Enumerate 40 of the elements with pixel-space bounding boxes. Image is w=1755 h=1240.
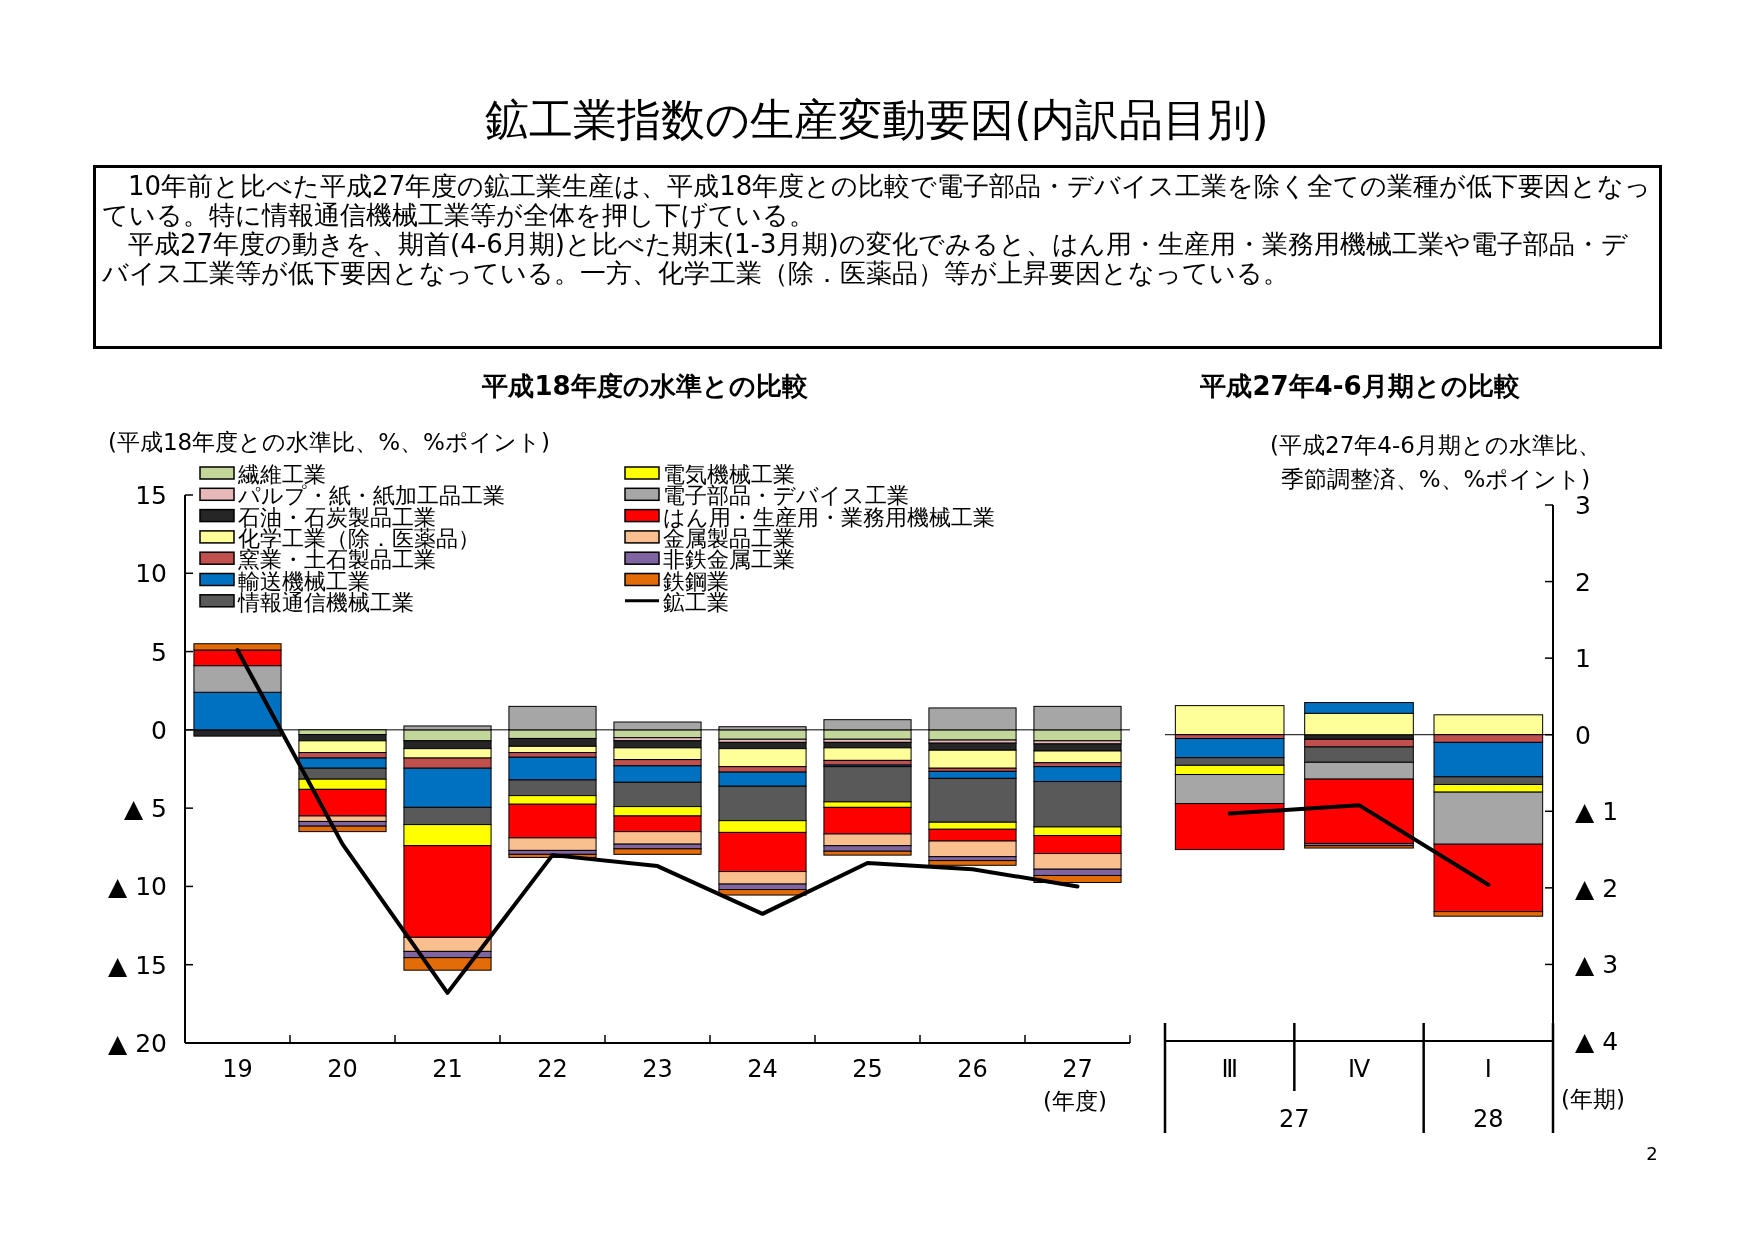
x-tick-label: 25 [852, 1055, 883, 1083]
x-tick-label: Ⅲ [1221, 1055, 1238, 1083]
text: 28 [1473, 1105, 1504, 1133]
y-tick-label: 0 [151, 715, 167, 745]
x-tick-label: 26 [957, 1055, 988, 1083]
y-tick-label: ▲ 20 [108, 1029, 167, 1058]
y2-tick-label: ▲ 2 [1575, 873, 1619, 903]
x-tick-label: 22 [537, 1055, 568, 1083]
x-axis-title: (年度) [1043, 1088, 1107, 1114]
text: 27 [1279, 1105, 1310, 1133]
y-axis-title: (平成18年度との水準比、%、%ポイント) [108, 429, 550, 455]
y2-tick-label: 0 [1575, 720, 1591, 750]
x-tick-label: 24 [747, 1055, 778, 1083]
x-tick-label: Ⅳ [1347, 1055, 1371, 1083]
y2-tick-label: 2 [1575, 567, 1591, 597]
y-tick-label: ▲ 15 [108, 950, 167, 980]
x-tick-label: Ⅰ [1484, 1055, 1492, 1083]
x-tick-label: 20 [327, 1055, 358, 1083]
y-tick-label: 15 [135, 481, 167, 510]
chart-title: 鉱工業指数の生産変動要因(内訳品目別) [485, 94, 1269, 145]
y-tick-label: ▲ 10 [108, 872, 167, 902]
y-tick-label: ▲ 5 [123, 794, 167, 824]
y2-tick-label: 3 [1575, 491, 1591, 520]
x-tick-label: 21 [432, 1055, 463, 1083]
chart-title: 平成27年4-6月期との比較 [1199, 371, 1521, 401]
y-tick-label: 5 [151, 637, 167, 667]
y2-tick-label: ▲ 3 [1575, 950, 1619, 980]
y2-axis-title: (平成27年4-6月期との水準比、季節調整済、%、%ポイント) [1269, 431, 1602, 494]
y2-tick-label: ▲ 1 [1575, 797, 1619, 827]
x-tick-label: 27 [1062, 1055, 1093, 1083]
text: 2 [1646, 1143, 1658, 1164]
text: 平成27年度の動きを、期首(4-6月期)と比べた期末(1-3月期)の変化でみると、はん用・生産用・業務用機械工業や電子部品・デバイス工業等が低下要因となっている。一方、化学工業（除．医薬品）等が上昇要因となっている。 [102, 229, 1629, 288]
y2-tick-label: ▲ 4 [1575, 1027, 1619, 1056]
y-tick-label: 10 [135, 559, 167, 589]
x-tick-label: 23 [642, 1055, 673, 1083]
x-tick-label: 19 [222, 1055, 253, 1083]
x-axis-title: (年期) [1561, 1086, 1625, 1112]
text: 10年前と比べた平成27年度の鉱工業生産は、平成18年度との比較で電子部品・デバイス工業を除く全ての業種が低下要因となっている。特に情報通信機械工業等が全体を押し下げている。 [102, 171, 1653, 230]
y2-tick-label: 1 [1575, 644, 1591, 674]
chart-subtitle: 平成18年度の水準との比較 [481, 371, 809, 401]
